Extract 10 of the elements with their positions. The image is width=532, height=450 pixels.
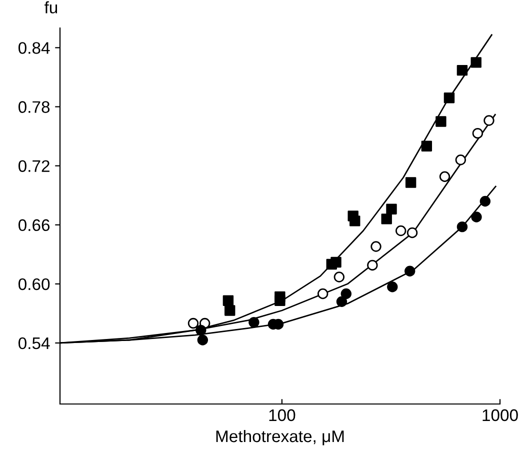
y-tick-label: 0.66 bbox=[18, 219, 50, 232]
y-tick-label: 0.84 bbox=[18, 42, 50, 54]
y-tick-label: 0.72 bbox=[18, 160, 50, 172]
y-axis-title: fu bbox=[44, 1, 58, 14]
x-tick-label: 1000 bbox=[482, 409, 518, 422]
x-axis-title: Methotrexate, μM bbox=[216, 430, 344, 446]
x-tick-label: 100 bbox=[269, 409, 296, 422]
y-tick-label: 0.54 bbox=[18, 337, 50, 350]
y-tick-label: 0.78 bbox=[18, 101, 50, 113]
y-tick-label: 0.60 bbox=[18, 278, 50, 290]
